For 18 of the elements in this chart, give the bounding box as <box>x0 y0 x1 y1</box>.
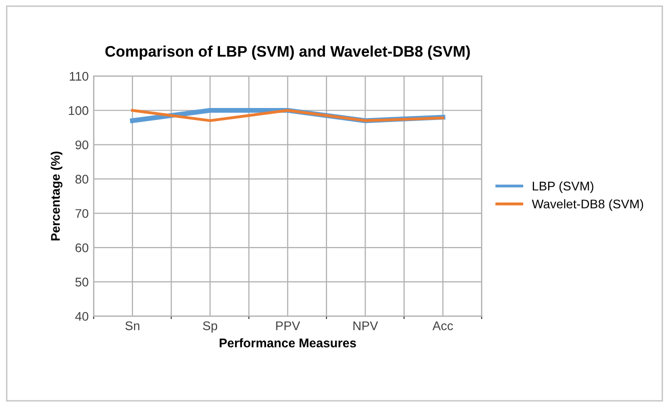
y-tick-label: 90 <box>75 140 88 150</box>
y-tick-label: 80 <box>75 174 88 184</box>
y-tick-label: 70 <box>76 209 88 218</box>
x-tick-label: PPV <box>276 321 300 330</box>
x-axis-title: Performance Measures <box>220 338 356 348</box>
x-tick-label: Sn <box>125 321 140 330</box>
y-tick-label: 50 <box>75 278 88 287</box>
y-tick-label: 100 <box>68 106 88 116</box>
y-tick-label: 40 <box>75 312 88 321</box>
y-tick-label: 60 <box>76 243 88 252</box>
x-tick-label: Sp <box>202 321 218 333</box>
x-tick-label: Acc <box>432 321 453 330</box>
legend-label: Wavelet-DB8 (SVM) <box>532 199 644 211</box>
x-tick-label: NPV <box>353 321 378 330</box>
y-axis-title: Percentage (%) <box>50 152 62 240</box>
y-tick-label: 110 <box>70 72 88 81</box>
chart-title: Comparison of LBP (SVM) and Wavelet-DB8 (SVM) <box>105 46 470 60</box>
legend-label: LBP (SVM) <box>532 181 594 193</box>
